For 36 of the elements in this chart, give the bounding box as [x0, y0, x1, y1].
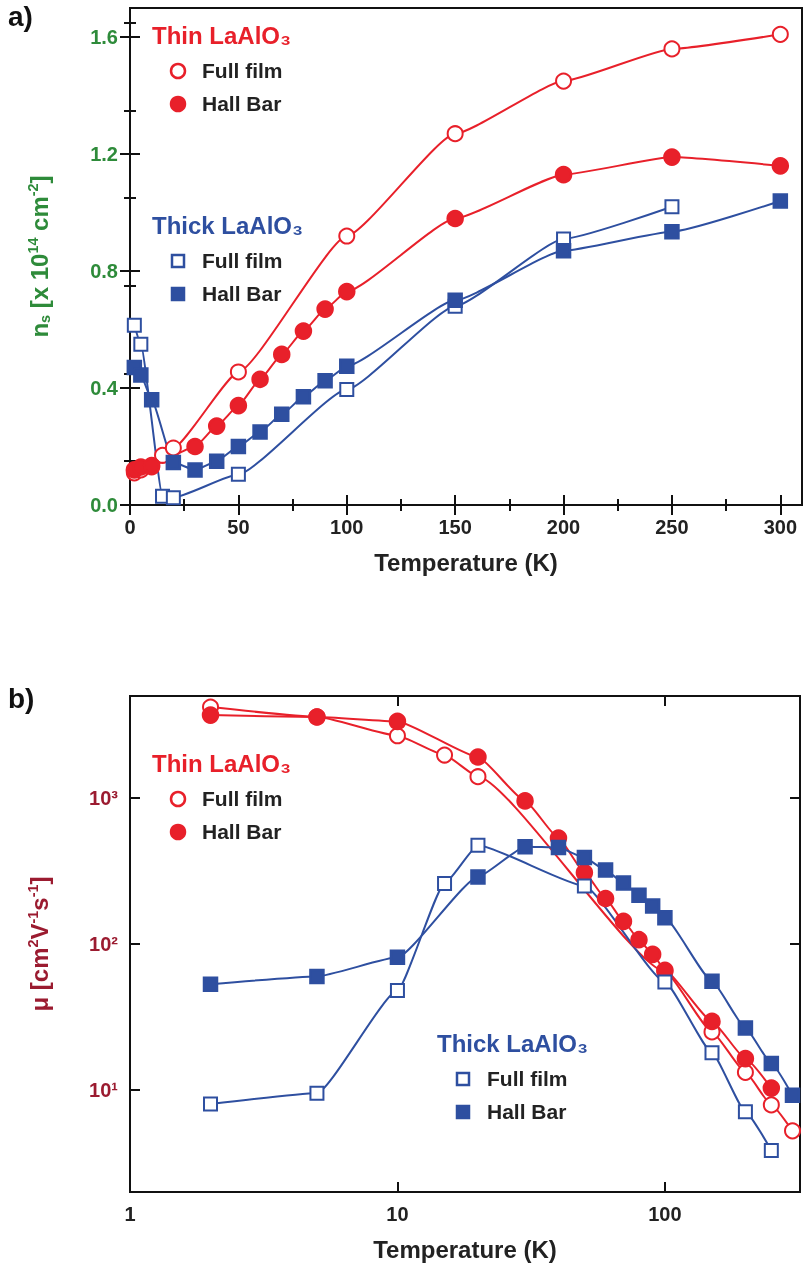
legend-label: Hall Bar: [202, 282, 282, 305]
annotation: Thin LaAlO₃: [152, 749, 292, 777]
x-tick-label: 1: [124, 1203, 136, 1225]
y-tick-label: 0.4: [90, 377, 119, 400]
y-tick-label: 1.6: [90, 26, 118, 49]
x-axis-title: Temperature (K): [373, 1235, 557, 1263]
legend-label: Full film: [202, 59, 283, 82]
legend-label: Hall Bar: [487, 1100, 567, 1123]
annotation: Thick LaAlO₃: [437, 1029, 589, 1057]
y-axis-title: ns [x 1014 cm-2]: [25, 175, 53, 338]
text: a): [8, 0, 33, 32]
x-tick-label: 0: [124, 516, 136, 538]
x-tick-label: 10: [386, 1203, 409, 1225]
y-tick-label: 1.2: [90, 143, 118, 166]
x-tick-label: 100: [330, 516, 364, 538]
x-tick-label: 250: [655, 516, 689, 538]
x-tick-label: 300: [763, 516, 798, 538]
x-tick-label: 50: [227, 516, 250, 538]
x-tick-label: 100: [648, 1203, 682, 1225]
y-tick-label: 10³: [89, 787, 119, 810]
legend-label: Full film: [202, 249, 283, 272]
legend-label: Hall Bar: [202, 820, 282, 843]
text: b): [8, 682, 35, 714]
y-tick-label: 0.8: [90, 260, 118, 283]
legend-label: Full film: [202, 787, 283, 810]
y-tick-label: 10¹: [89, 1078, 119, 1101]
x-tick-label: 200: [546, 516, 581, 538]
annotation: Thick LaAlO₃: [152, 211, 304, 239]
legend-label: Full film: [487, 1067, 568, 1090]
annotation: Thin LaAlO₃: [152, 21, 292, 49]
x-tick-label: 150: [438, 516, 472, 538]
y-axis-title: μ [cm2V-1s-1]: [25, 876, 53, 1012]
y-tick-label: 10²: [89, 933, 119, 955]
legend-label: Hall Bar: [202, 92, 282, 115]
x-axis-title: Temperature (K): [374, 548, 558, 576]
y-tick-label: 0.0: [90, 494, 118, 516]
